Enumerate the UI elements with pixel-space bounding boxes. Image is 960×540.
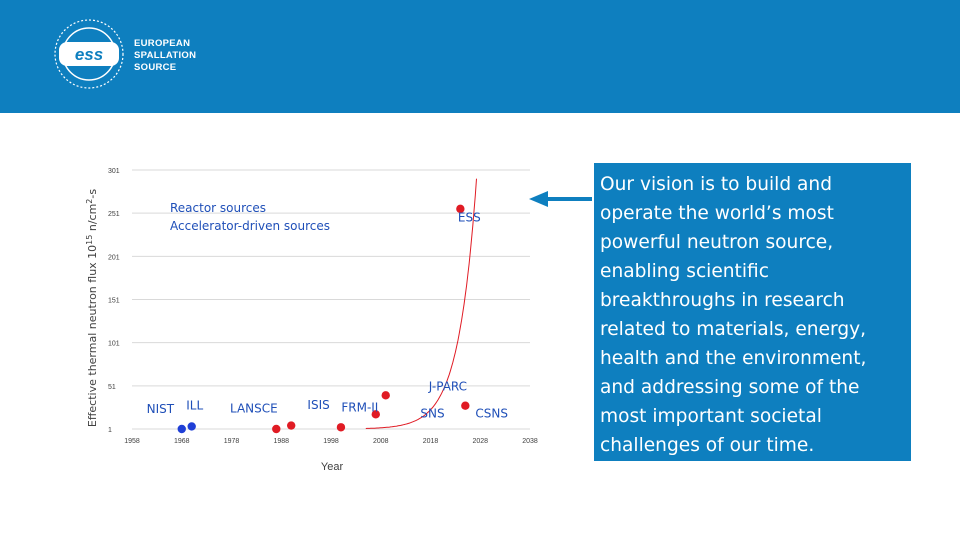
organization-name: EUROPEAN SPALLATION SOURCE <box>134 38 196 74</box>
growth-curve <box>365 178 477 429</box>
source-label-frm-ii: FRM-II <box>341 400 378 414</box>
y-axis-label: Effective thermal neutron flux 1015 n/cm… <box>85 189 99 427</box>
x-tick-label: 1988 <box>273 438 289 445</box>
x-tick-label: 1978 <box>224 438 240 445</box>
x-tick-label: 2018 <box>423 438 439 445</box>
x-tick-label: 1998 <box>323 438 339 445</box>
header-banner: ess EUROPEAN SPALLATION SOURCE <box>0 0 960 113</box>
x-axis-label: Year <box>321 461 344 473</box>
y-axis-label-part: -s <box>86 189 99 199</box>
left-arrow-icon <box>529 191 548 207</box>
data-point-accelerator <box>371 410 380 419</box>
y-tick-label: 251 <box>108 211 120 218</box>
data-point-accelerator <box>381 391 390 400</box>
source-label-isis: ISIS <box>307 398 329 412</box>
y-axis-label-part: Effective thermal neutron flux 10 <box>86 245 99 427</box>
y-tick-label: 301 <box>108 168 120 175</box>
source-label-csns: CSNS <box>475 406 508 420</box>
y-tick-label: 151 <box>108 298 120 305</box>
x-tick-label: 1958 <box>124 438 140 445</box>
y-tick-label: 201 <box>108 254 120 261</box>
x-tick-label: 2028 <box>472 438 488 445</box>
organization-name-line3: SOURCE <box>134 62 177 73</box>
data-point-reactor <box>177 424 186 434</box>
organization-name-line2: SPALLATION <box>134 50 197 61</box>
y-tick-label: 51 <box>108 384 116 391</box>
organization-name-line1: EUROPEAN <box>134 38 191 49</box>
data-point-reactor <box>187 422 196 431</box>
source-label-ess: ESS <box>458 210 481 224</box>
source-label-nist: NIST <box>147 402 175 416</box>
x-tick-label: 2038 <box>522 438 538 445</box>
legend-entry: Reactor sources <box>170 201 266 215</box>
y-axis-label-part: n/cm <box>86 204 99 235</box>
data-point-accelerator <box>461 401 470 410</box>
source-label-sns: SNS <box>420 406 444 420</box>
ess-logo: ess <box>54 19 124 89</box>
legend-entry: Accelerator-driven sources <box>170 219 330 233</box>
x-tick-label: 2008 <box>373 438 389 445</box>
logo-outer-ring <box>54 19 124 89</box>
data-point-accelerator <box>287 421 296 430</box>
data-point-accelerator <box>456 204 465 214</box>
source-label-lansce: LANSCE <box>230 401 278 415</box>
y-tick-label: 1 <box>108 427 112 434</box>
source-label-j-parc: J-PARC <box>428 380 467 394</box>
logo-pill <box>59 42 119 66</box>
x-tick-label: 1968 <box>174 438 190 445</box>
source-label-ill: ILL <box>186 399 203 413</box>
y-axis-label-superscript: 15 <box>85 235 94 245</box>
data-point-accelerator <box>336 423 346 432</box>
vision-statement-box: Our vision is to build and operate the w… <box>594 163 911 461</box>
vision-statement-text: Our vision is to build and operate the w… <box>600 174 867 456</box>
data-point-accelerator <box>272 424 281 434</box>
y-tick-label: 101 <box>108 341 120 348</box>
y-axis-label-superscript: 2 <box>85 199 94 204</box>
logo-mark-text: ess <box>75 45 103 64</box>
